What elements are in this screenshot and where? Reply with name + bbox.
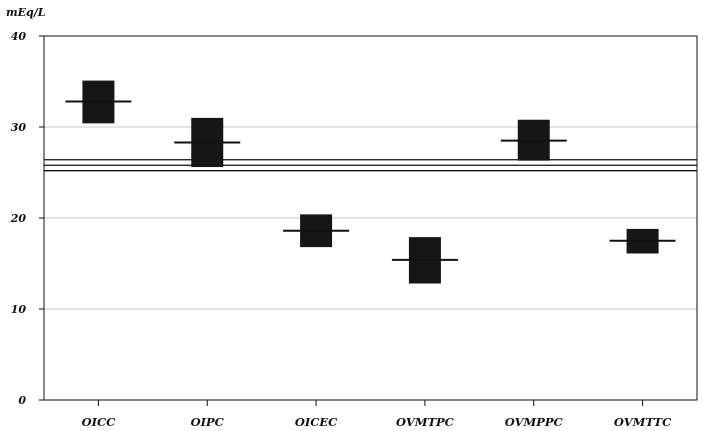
x-tick-label: OIPC — [191, 415, 225, 429]
y-tick-label: 40 — [11, 30, 27, 43]
x-tick-label: OVMPPC — [505, 415, 564, 429]
boxes — [65, 80, 676, 284]
y-axis-unit-label: mEq/L — [6, 6, 46, 19]
reference-lines — [44, 159, 697, 172]
grid — [44, 126, 697, 310]
x-axis: OICC OIPC OICEC OVMTPC OVMPPC OVMTTC — [82, 400, 672, 429]
x-tick-label: OICEC — [295, 415, 338, 429]
x-tick-label: OVMTPC — [396, 415, 455, 429]
y-tick-label: 30 — [11, 121, 27, 134]
y-tick-label: 0 — [18, 394, 26, 407]
y-tick-label: 20 — [10, 212, 27, 225]
y-tick-label: 10 — [11, 303, 27, 316]
x-tick-label: OVMTTC — [614, 415, 672, 429]
y-axis: 0 10 20 30 40 — [10, 30, 44, 407]
x-tick-label: OICC — [82, 415, 117, 429]
